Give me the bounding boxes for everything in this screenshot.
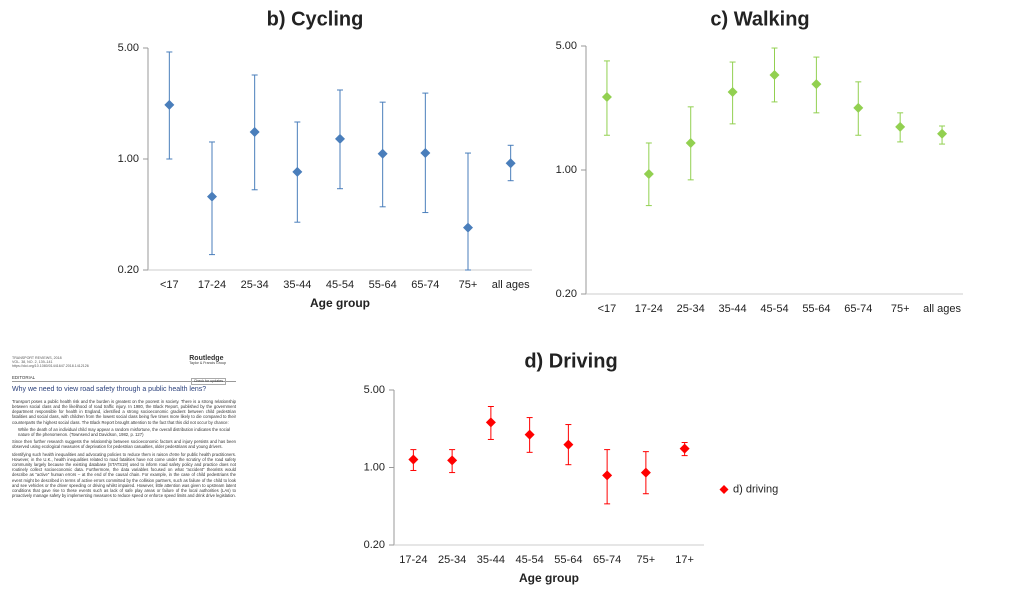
x-axis-label: Age group — [519, 571, 579, 585]
y-tick-label: 0.20 — [118, 264, 139, 276]
x-tick-label: 45-54 — [326, 279, 354, 291]
point — [601, 91, 612, 102]
doc-title: Why we need to view road safety through … — [12, 385, 207, 393]
x-tick-label: 17-24 — [198, 279, 226, 291]
publisher-name: Routledge — [189, 355, 224, 362]
publisher-sub: Taylor & Francis Group — [189, 361, 226, 366]
journal-line: TRANSPORT REVIEWS, 2018 — [12, 356, 62, 360]
updates-badge[interactable]: Check for updates — [190, 378, 226, 386]
x-tick-label: 55-64 — [554, 554, 582, 566]
x-tick-label: <17 — [598, 303, 617, 315]
point — [524, 429, 535, 440]
x-tick-label: 25-34 — [241, 279, 269, 291]
point — [408, 454, 419, 465]
x-tick-label: 25-34 — [677, 303, 705, 315]
y-tick-label: 1.00 — [118, 153, 139, 165]
journal-line: VOL. 38, NO. 2, 139–141 — [12, 360, 53, 365]
y-tick-label: 0.20 — [556, 288, 577, 300]
point — [602, 470, 613, 481]
chart-title: d) Driving — [524, 350, 617, 372]
point — [249, 126, 260, 137]
point — [727, 87, 738, 98]
publisher: Routledge Taylor & Francis Group — [189, 355, 226, 366]
x-tick-label: 75+ — [459, 279, 478, 291]
x-tick-label: 17-24 — [635, 303, 663, 315]
point — [485, 417, 496, 428]
document-thumbnail: TRANSPORT REVIEWS, 2018 VOL. 38, NO. 2, … — [12, 355, 236, 500]
point — [463, 222, 473, 233]
point — [853, 102, 864, 113]
point — [895, 121, 906, 132]
x-tick-label: 25-34 — [438, 554, 466, 566]
y-tick-label: 1.00 — [364, 461, 385, 473]
point — [447, 455, 458, 466]
legend-marker — [719, 485, 729, 494]
point — [335, 133, 345, 144]
legend-label: d) driving — [733, 483, 778, 495]
x-tick-label: 17+ — [675, 554, 694, 566]
point — [563, 439, 574, 450]
x-tick-label: 65-74 — [593, 554, 621, 566]
x-tick-label: 35-44 — [719, 303, 747, 315]
x-tick-label: 65-74 — [844, 303, 872, 315]
y-tick-label: 1.00 — [556, 164, 577, 176]
point — [292, 166, 303, 177]
point — [937, 128, 948, 139]
x-tick-label: all ages — [923, 303, 961, 315]
x-tick-label: 55-64 — [369, 279, 397, 291]
y-tick-label: 0.20 — [364, 539, 385, 551]
paragraph: Since then further research suggests the… — [12, 439, 236, 450]
x-tick-label: 75+ — [891, 303, 910, 315]
point — [640, 467, 651, 478]
x-tick-label: 45-54 — [760, 303, 788, 315]
y-tick-label: 5.00 — [556, 40, 577, 52]
chart-title: b) Cycling — [267, 8, 364, 30]
point — [377, 148, 388, 159]
point — [164, 99, 175, 110]
x-tick-label: 45-54 — [516, 554, 544, 566]
point — [769, 70, 780, 81]
x-tick-label: 65-74 — [411, 279, 439, 291]
x-tick-label: 35-44 — [477, 554, 505, 566]
x-tick-label: <17 — [160, 279, 179, 291]
point — [679, 443, 690, 454]
point — [643, 168, 654, 179]
y-tick-label: 5.00 — [118, 42, 139, 54]
paragraph: Identifying such health inequalities and… — [12, 451, 236, 499]
x-tick-label: 55-64 — [802, 303, 830, 315]
x-tick-label: 17-24 — [399, 554, 427, 566]
x-tick-label: 75+ — [637, 554, 656, 566]
paragraph: Transport poses a public health risk and… — [12, 398, 236, 425]
journal-line: https://doi.org/10.1080/01441647.2018.14… — [12, 364, 89, 369]
point — [420, 148, 431, 159]
point — [207, 191, 217, 202]
section: EDITORIAL — [12, 375, 236, 382]
quote: While the death of an individual child m… — [18, 426, 230, 438]
point — [811, 79, 822, 90]
x-tick-label: all ages — [492, 279, 530, 291]
point — [505, 158, 516, 169]
chart-title: c) Walking — [710, 8, 809, 30]
x-tick-label: 35-44 — [283, 279, 311, 291]
point — [685, 137, 696, 148]
x-axis-label: Age group — [310, 296, 370, 310]
y-tick-label: 5.00 — [364, 384, 385, 396]
